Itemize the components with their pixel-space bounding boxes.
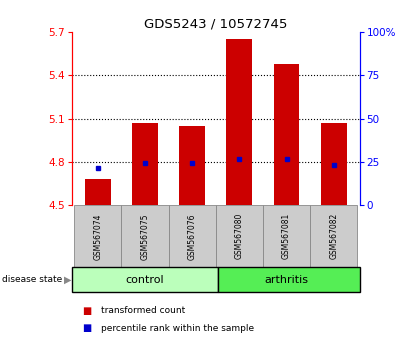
Bar xyxy=(310,205,357,267)
Text: control: control xyxy=(126,275,164,285)
Bar xyxy=(179,126,205,205)
Text: GSM567075: GSM567075 xyxy=(141,213,150,259)
Text: GSM567080: GSM567080 xyxy=(235,213,244,259)
Text: GSM567081: GSM567081 xyxy=(282,213,291,259)
Text: GSM567074: GSM567074 xyxy=(93,213,102,259)
Bar xyxy=(274,64,300,205)
Title: GDS5243 / 10572745: GDS5243 / 10572745 xyxy=(144,18,287,31)
Text: ■: ■ xyxy=(82,306,92,316)
Text: ▶: ▶ xyxy=(64,275,71,285)
Text: transformed count: transformed count xyxy=(101,306,185,315)
Text: GSM567082: GSM567082 xyxy=(329,213,338,259)
Bar xyxy=(263,205,310,267)
Text: disease state: disease state xyxy=(2,275,62,284)
Bar xyxy=(132,123,158,205)
Bar xyxy=(218,267,360,292)
Bar xyxy=(74,205,121,267)
Bar xyxy=(226,39,252,205)
Text: arthritis: arthritis xyxy=(265,275,309,285)
Text: GSM567076: GSM567076 xyxy=(188,213,197,259)
Bar xyxy=(121,205,169,267)
Bar xyxy=(216,205,263,267)
Text: percentile rank within the sample: percentile rank within the sample xyxy=(101,324,254,333)
Text: ■: ■ xyxy=(82,323,92,333)
Bar xyxy=(85,179,111,205)
Bar xyxy=(321,123,346,205)
Bar xyxy=(169,205,216,267)
Bar xyxy=(72,267,218,292)
